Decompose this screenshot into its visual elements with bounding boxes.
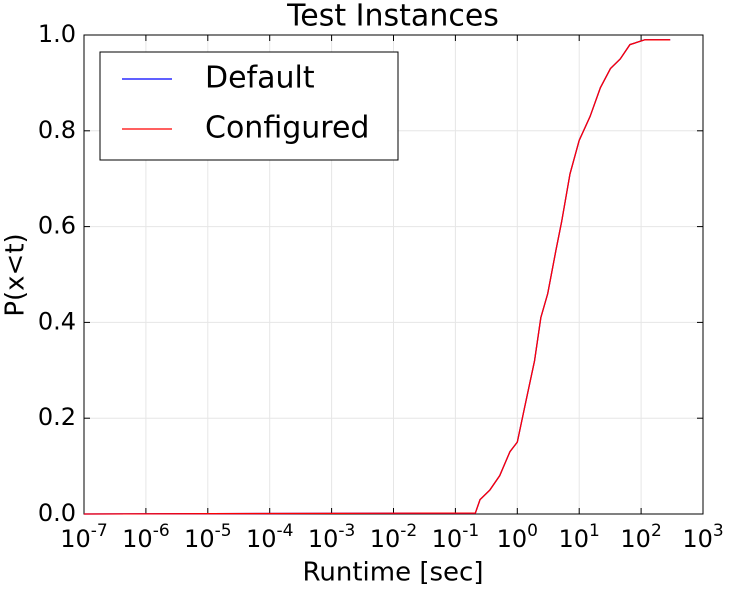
- x-tick-base: 10: [497, 525, 528, 553]
- x-tick-base: 10: [246, 525, 277, 553]
- x-tick-exponent: -7: [91, 521, 108, 541]
- y-tick-label: 0.2: [38, 403, 76, 431]
- x-tick-base: 10: [60, 525, 91, 553]
- x-tick-label: 103: [682, 521, 723, 553]
- legend-box: [99, 51, 399, 161]
- legend-label: Default: [205, 61, 315, 96]
- x-tick-label: 10-7: [60, 521, 108, 553]
- x-tick-base: 10: [122, 525, 153, 553]
- plot-frame: [83, 34, 704, 515]
- series-line: [83, 39, 671, 515]
- x-tick-exponent: -6: [153, 521, 170, 541]
- x-tick-label: 10-4: [246, 521, 294, 553]
- x-tick-exponent: 1: [589, 521, 600, 541]
- chart-title: Test Instances: [286, 0, 499, 34]
- y-tick-label: 1.0: [38, 20, 76, 48]
- x-tick-base: 10: [620, 525, 651, 553]
- y-axis-label: P(x<t): [1, 233, 31, 316]
- x-tick-label: 100: [497, 521, 538, 553]
- x-tick-label: 10-3: [308, 521, 356, 553]
- x-tick-label: 10-6: [122, 521, 170, 553]
- x-tick-label: 10-1: [432, 521, 480, 553]
- x-tick-label: 10-5: [184, 521, 232, 553]
- x-tick-label: 101: [559, 521, 600, 553]
- y-tick-label: 0.8: [38, 116, 76, 144]
- x-tick-base: 10: [184, 525, 215, 553]
- x-tick-base: 10: [370, 525, 401, 553]
- y-tick-label: 0.6: [38, 212, 76, 240]
- y-tick-label: 0.4: [38, 307, 76, 335]
- x-tick-exponent: 3: [713, 521, 724, 541]
- x-tick-base: 10: [308, 525, 339, 553]
- x-tick-exponent: -4: [276, 521, 293, 541]
- legend-label: Configured: [205, 111, 369, 146]
- x-tick-exponent: -1: [462, 521, 479, 541]
- y-tick-label: 0.0: [38, 499, 76, 527]
- x-tick-exponent: 2: [651, 521, 662, 541]
- x-tick-label: 10-2: [370, 521, 418, 553]
- x-tick-base: 10: [432, 525, 463, 553]
- x-tick-exponent: -5: [215, 521, 232, 541]
- x-tick-label: 102: [620, 521, 661, 553]
- x-axis-label: Runtime [sec]: [303, 558, 484, 588]
- x-tick-exponent: -2: [400, 521, 417, 541]
- x-tick-exponent: 0: [527, 521, 538, 541]
- x-tick-base: 10: [559, 525, 590, 553]
- x-tick-base: 10: [682, 525, 713, 553]
- x-tick-exponent: -3: [338, 521, 355, 541]
